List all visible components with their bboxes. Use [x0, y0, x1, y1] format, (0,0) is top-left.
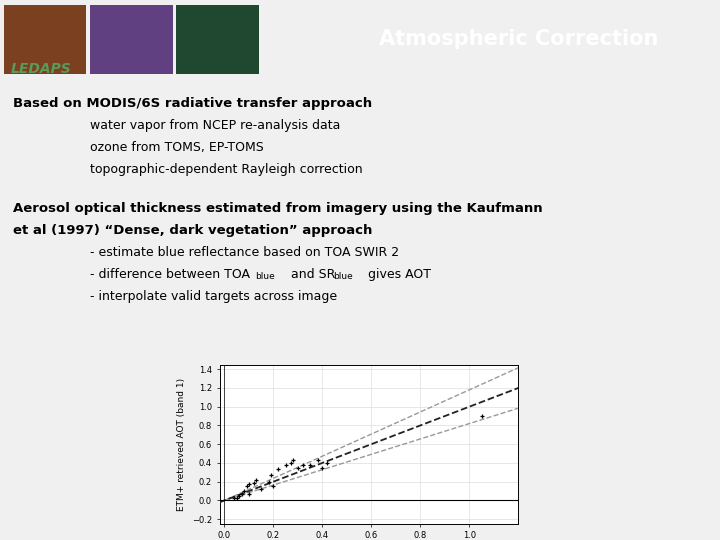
- Bar: [4, 5, 86, 73]
- Bar: [90, 5, 173, 73]
- Point: [287, 456, 299, 464]
- Text: - difference between TOA: - difference between TOA: [90, 268, 250, 281]
- Point: [251, 475, 262, 484]
- Point: [292, 463, 304, 472]
- Text: Based on MODIS/6S radiative transfer approach: Based on MODIS/6S radiative transfer app…: [13, 97, 372, 110]
- Text: et al (1997) “Dense, dark vegetation” approach: et al (1997) “Dense, dark vegetation” ap…: [13, 224, 372, 237]
- Text: Aerosol optical thickness estimated from imagery using the Kaufmann: Aerosol optical thickness estimated from…: [13, 201, 543, 214]
- Text: - estimate blue reflectance based on TOA SWIR 2: - estimate blue reflectance based on TOA…: [90, 246, 399, 259]
- Point: [305, 461, 316, 469]
- Point: [248, 478, 260, 487]
- Point: [268, 482, 279, 491]
- Point: [317, 463, 328, 472]
- Point: [231, 493, 243, 502]
- Point: [265, 471, 276, 480]
- Text: blue: blue: [255, 272, 274, 281]
- Point: [233, 491, 245, 500]
- Bar: [176, 5, 259, 73]
- Text: Atmospheric Correction: Atmospheric Correction: [379, 29, 658, 49]
- Text: LEDAPS: LEDAPS: [11, 62, 71, 76]
- Point: [238, 487, 250, 495]
- Y-axis label: ETM+ retrieved AOT (band 1): ETM+ retrieved AOT (band 1): [177, 377, 186, 511]
- Point: [240, 482, 252, 491]
- Point: [243, 489, 255, 498]
- Point: [280, 461, 292, 469]
- Point: [256, 485, 267, 494]
- Text: gives AOT: gives AOT: [364, 268, 431, 281]
- Point: [476, 411, 487, 420]
- Text: ozone from TOMS, EP-TOMS: ozone from TOMS, EP-TOMS: [90, 141, 264, 154]
- Point: [273, 465, 284, 474]
- Text: blue: blue: [333, 272, 352, 281]
- Text: and SR: and SR: [287, 268, 335, 281]
- Point: [243, 479, 255, 488]
- Point: [322, 458, 333, 467]
- Point: [297, 461, 309, 469]
- Point: [263, 477, 274, 486]
- Text: - interpolate valid targets across image: - interpolate valid targets across image: [90, 290, 337, 303]
- Text: water vapor from NCEP re-analysis data: water vapor from NCEP re-analysis data: [90, 119, 341, 132]
- Point: [228, 494, 240, 503]
- Point: [285, 458, 297, 467]
- Point: [312, 456, 323, 464]
- Point: [236, 489, 248, 498]
- Text: topographic-dependent Rayleigh correction: topographic-dependent Rayleigh correctio…: [90, 163, 363, 176]
